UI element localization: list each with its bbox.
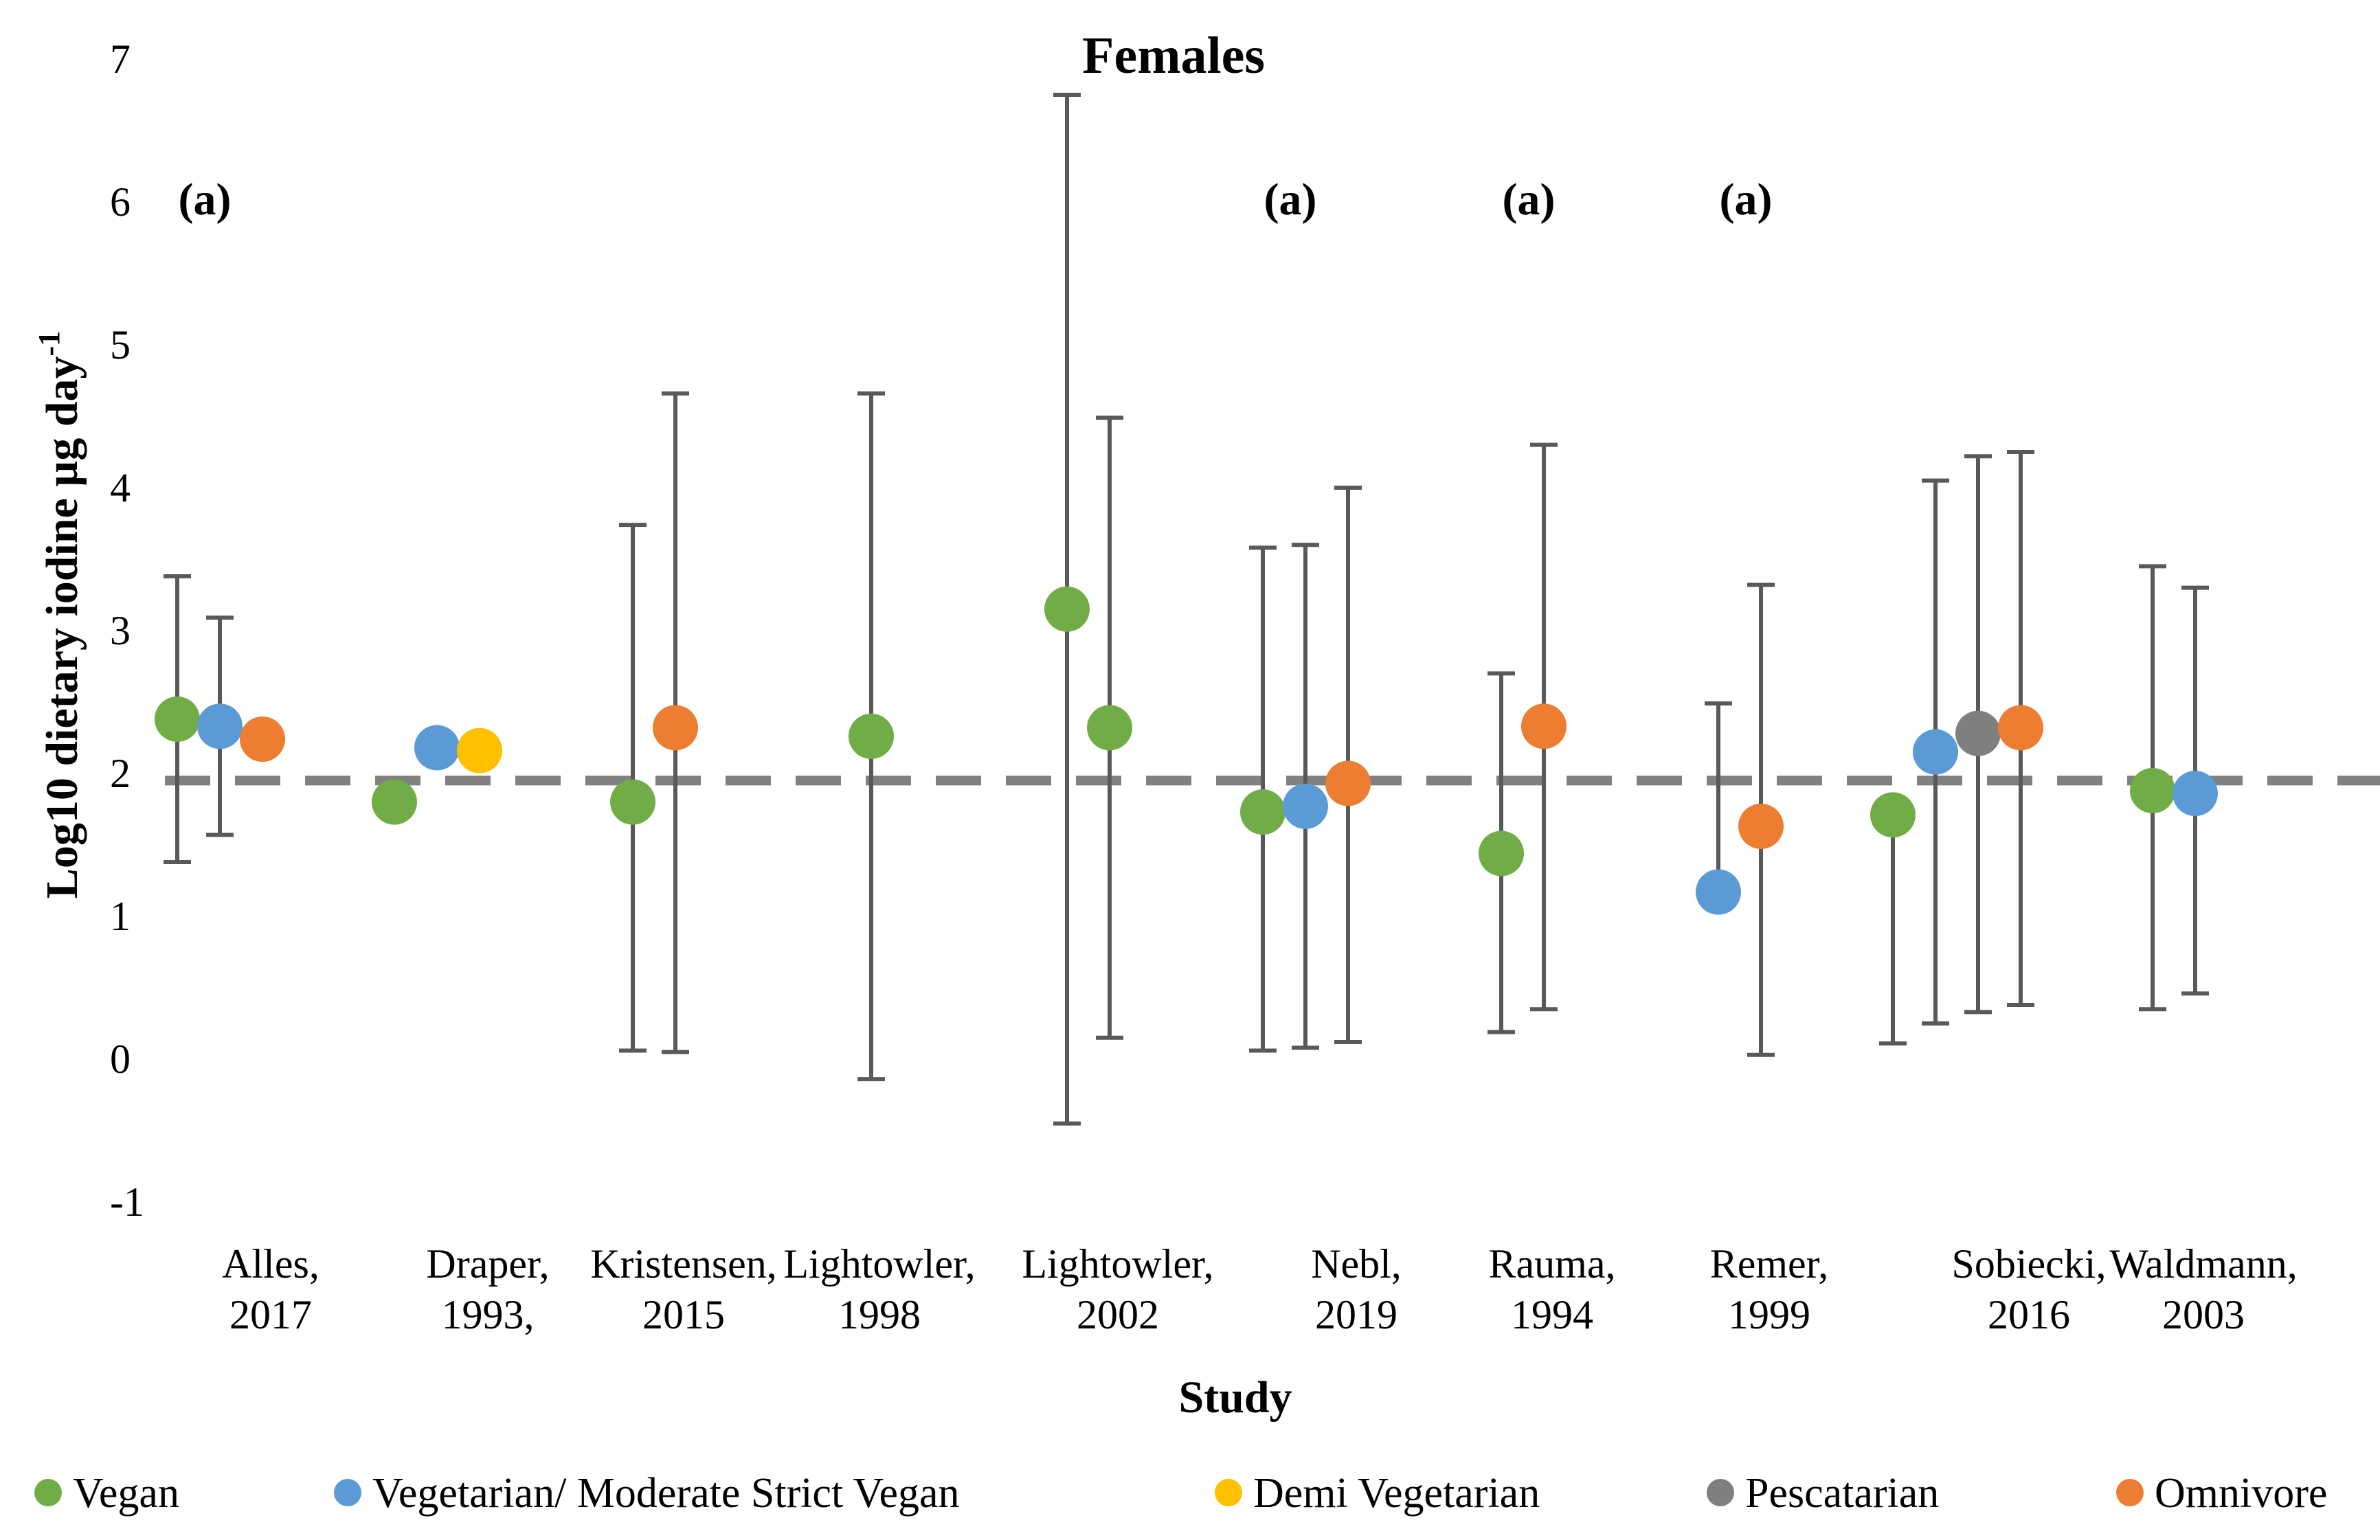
chart-title: Females [1082,27,1265,84]
y-tick-label: 2 [110,751,131,796]
x-tick-label-line: Remer, [1710,1241,1829,1287]
study-note: (a) [1720,174,1773,225]
data-point [1240,789,1286,835]
x-tick-label-line: 1994 [1511,1292,1593,1337]
x-tick-label-line: Waldmann, [2109,1241,2297,1287]
study-note: (a) [1264,174,1317,225]
x-tick-label-line: 1999 [1728,1292,1810,1337]
y-axis-ticks: 7 6 5 4 3 2 1 0 -1 [110,36,144,1225]
y-tick-label: 5 [110,322,131,367]
x-tick-label-line: Alles, [222,1241,319,1287]
data-point [457,727,502,773]
study-note: (a) [179,174,232,225]
legend-marker [34,1479,62,1506]
x-tick-label-line: Sobiecki, [1952,1241,2107,1287]
legend-label: Demi Vegetarian [1253,1470,1540,1517]
y-tick-label: -1 [110,1179,144,1225]
x-tick-label-line: 1993, [442,1292,535,1337]
data-point [1738,803,1784,849]
x-axis-title: Study [1178,1372,1292,1423]
legend-marker [334,1479,361,1506]
data-point [1913,729,1958,775]
x-tick-label: Lightowler, 1998 [783,1241,975,1337]
x-tick-label-line: 1998 [838,1292,921,1337]
x-tick-label-line: Lightowler, [783,1241,975,1287]
legend-marker [1707,1479,1734,1506]
data-point [414,725,460,771]
data-point [197,703,243,749]
y-tick-label: 7 [110,36,131,82]
legend-label: Pescatarian [1745,1470,1939,1517]
study-annotations: (a) (a) (a) (a) [179,174,1773,225]
x-tick-label: Alles, 2017 [222,1241,319,1337]
legend-label: Omnivore [2155,1470,2327,1517]
data-point [849,713,894,759]
data-point [1521,703,1567,749]
data-point [1283,783,1328,829]
x-tick-label-line: 2017 [229,1292,312,1337]
x-tick-label: Nebl, 2019 [1311,1241,1402,1337]
data-point [1696,869,1741,915]
data-point [1087,705,1132,751]
y-tick-label: 3 [110,608,131,653]
y-tick-label: 6 [110,179,131,225]
data-point [1479,830,1524,876]
data-point [1870,792,1916,838]
data-points [155,586,2218,915]
data-point [372,779,417,825]
x-tick-label: Remer, 1999 [1710,1241,1829,1337]
data-point [155,696,200,742]
legend-label: Vegan [73,1470,179,1517]
x-tick-label-line: Nebl, [1311,1241,1402,1287]
x-tick-label-line: 2016 [1988,1292,2070,1337]
x-tick-label: Lightowler, 2002 [1022,1241,1213,1337]
data-point [1325,760,1371,806]
legend-marker [2116,1479,2144,1506]
x-tick-label-line: Draper, [426,1241,549,1287]
x-tick-label-line: 2015 [642,1292,725,1337]
error-bars [164,93,2209,1126]
y-axis-title-text: Log10 dietary iodine µg day [37,356,87,898]
legend-label: Vegetarian/ Moderate Strict Vegan [372,1470,960,1517]
x-tick-label-line: Kristensen, [590,1241,777,1287]
legend-marker [1215,1479,1242,1506]
data-point [2130,767,2175,813]
x-tick-label-line: Rauma, [1489,1241,1616,1287]
data-point [610,779,655,825]
x-tick-label: Waldmann, 2003 [2109,1241,2297,1337]
y-axis-title: Log10 dietary iodine µg day-1 [32,331,87,898]
y-tick-label: 4 [110,465,131,510]
legend: Vegan Vegetarian/ Moderate Strict Vegan De… [34,1470,2327,1517]
y-tick-label: 1 [110,894,131,939]
data-point [240,716,285,762]
x-tick-label: Sobiecki, 2016 [1952,1241,2107,1337]
x-tick-label-line: 2003 [2162,1292,2245,1337]
data-point [2173,771,2218,817]
y-tick-label: 0 [110,1037,131,1082]
data-point [1955,710,2001,756]
x-tick-label-line: Lightowler, [1022,1241,1213,1287]
x-tick-label: Draper, 1993, [426,1241,549,1337]
x-tick-label-line: 2019 [1315,1292,1397,1337]
y-axis-title-superscript: -1 [32,331,66,356]
data-point [1044,586,1090,632]
x-tick-label: Kristensen, 2015 [590,1241,777,1337]
data-point [1998,705,2043,751]
data-point [653,705,698,751]
x-axis-tick-labels: Alles, 2017 Draper, 1993, Kristensen, 2015 Lig… [222,1241,2298,1337]
x-tick-label-line: 2002 [1077,1292,1159,1337]
study-note: (a) [1503,174,1556,225]
x-tick-label: Rauma, 1994 [1489,1241,1616,1337]
